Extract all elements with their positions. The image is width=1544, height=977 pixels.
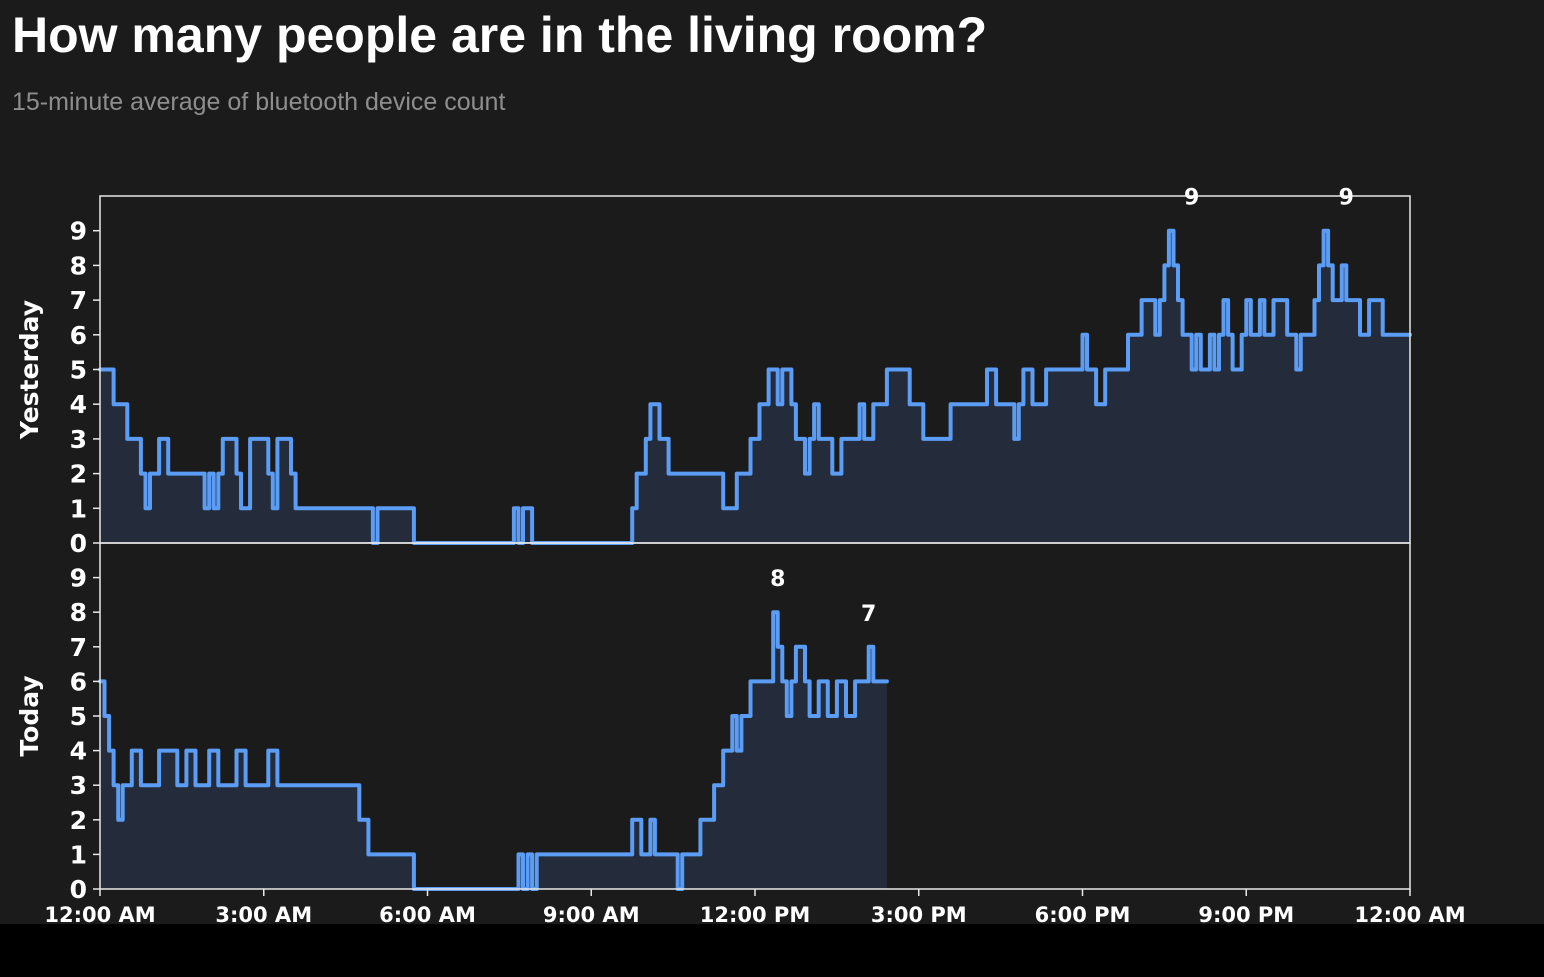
y-tick-label: 2	[70, 460, 87, 489]
y-tick-label: 6	[70, 667, 87, 696]
y-tick-label: 9	[70, 564, 87, 593]
peak-annotation: 8	[770, 567, 785, 592]
chart-panel: How many people are in the living room? …	[0, 0, 1544, 924]
y-tick-label: 0	[70, 529, 87, 558]
x-tick-label: 3:00 AM	[215, 903, 312, 924]
x-tick-label: 3:00 PM	[871, 903, 967, 924]
y-tick-label: 9	[70, 217, 87, 246]
y-tick-label: 1	[70, 494, 87, 523]
x-tick-label: 12:00 PM	[700, 903, 810, 924]
y-tick-label: 4	[70, 737, 87, 766]
peak-annotation: 9	[1339, 186, 1354, 211]
peak-annotation: 9	[1184, 186, 1199, 211]
x-tick-label: 12:00 AM	[1354, 903, 1465, 924]
peak-annotation: 7	[861, 602, 876, 627]
y-axis-label: Yesterday	[15, 300, 44, 440]
y-tick-label: 2	[70, 806, 87, 835]
x-tick-label: 9:00 AM	[543, 903, 640, 924]
y-tick-label: 0	[70, 875, 87, 904]
x-tick-label: 12:00 AM	[44, 903, 155, 924]
y-tick-label: 3	[70, 425, 87, 454]
page-title: How many people are in the living room?	[12, 7, 988, 63]
y-tick-label: 8	[70, 598, 87, 627]
area-fill-0	[100, 230, 1410, 543]
x-tick-label: 6:00 PM	[1035, 903, 1131, 924]
x-tick-label: 6:00 AM	[379, 903, 476, 924]
y-tick-label: 3	[70, 771, 87, 800]
occupancy-chart: 0 1 2 3 4 5 6 7 8 9 Yesterday 9 9 0 1 2 3 4 5 6 7 8 9 Today 8 7 12…	[15, 186, 1466, 924]
series-line-1	[98, 610, 889, 891]
y-axis-label: Today	[15, 675, 44, 756]
area-fill-1	[100, 612, 887, 889]
y-tick-label: 8	[70, 251, 87, 280]
y-tick-label: 7	[70, 286, 87, 315]
y-tick-label: 1	[70, 840, 87, 869]
x-tick-label: 9:00 PM	[1198, 903, 1294, 924]
y-tick-label: 5	[70, 702, 87, 731]
y-tick-label: 6	[70, 321, 87, 350]
series-line-0	[98, 228, 1412, 545]
y-tick-label: 5	[70, 356, 87, 385]
page-subtitle: 15-minute average of bluetooth device co…	[12, 88, 506, 116]
y-tick-label: 7	[70, 633, 87, 662]
y-tick-label: 4	[70, 390, 87, 419]
